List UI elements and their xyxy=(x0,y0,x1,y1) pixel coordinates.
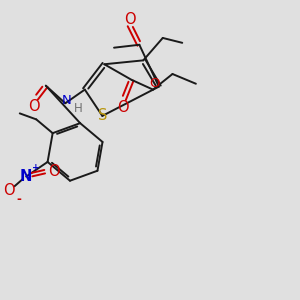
Text: O: O xyxy=(48,164,59,179)
Text: -: - xyxy=(16,194,21,206)
Text: N: N xyxy=(20,169,32,184)
Text: O: O xyxy=(124,12,135,27)
Text: O: O xyxy=(28,99,40,114)
Text: O: O xyxy=(150,77,160,90)
Text: O: O xyxy=(3,183,14,198)
Text: S: S xyxy=(98,108,107,123)
Text: N: N xyxy=(61,94,71,107)
Text: H: H xyxy=(74,102,82,115)
Text: +: + xyxy=(32,163,40,172)
Text: O: O xyxy=(117,100,129,115)
